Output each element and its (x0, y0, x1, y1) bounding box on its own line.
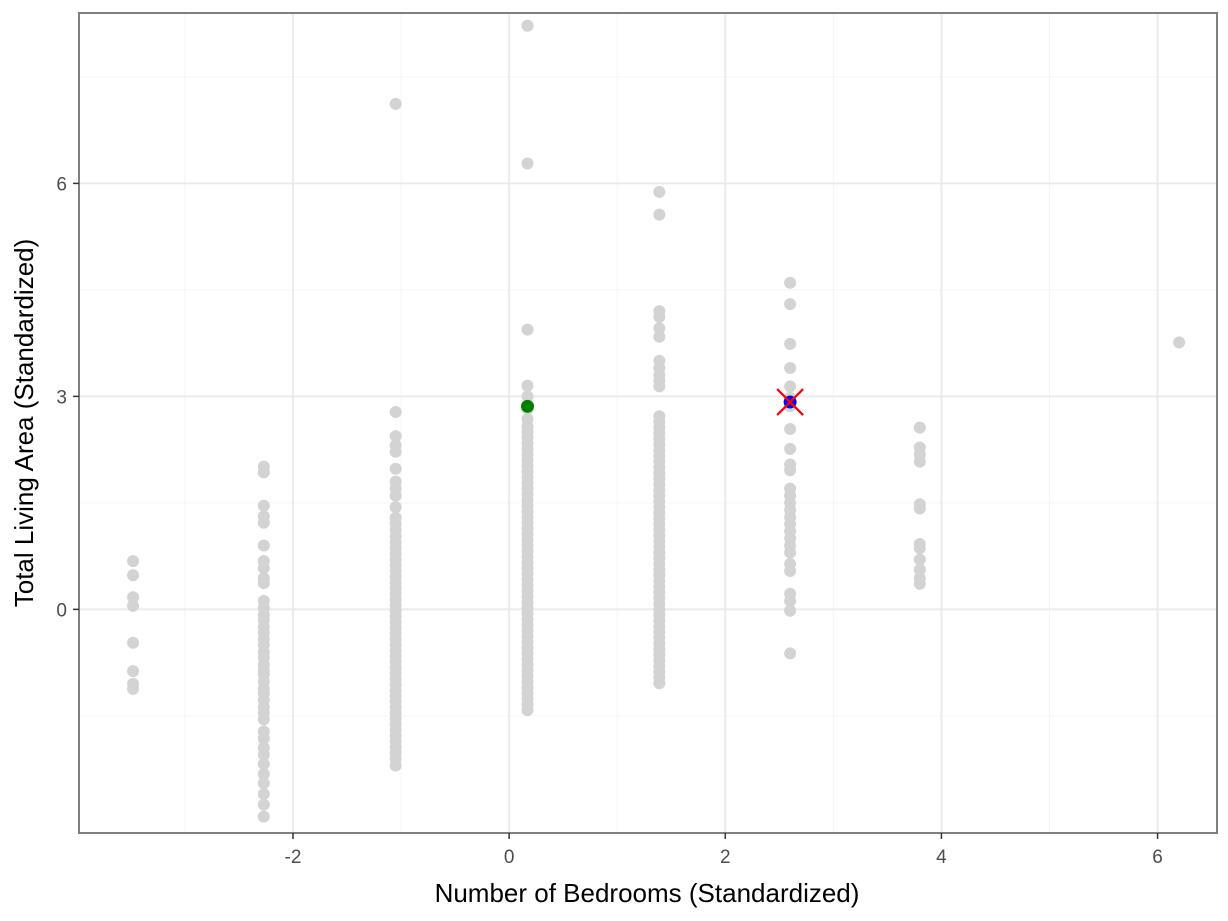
data-point (521, 390, 534, 403)
data-point (784, 546, 797, 559)
data-point (653, 677, 666, 690)
data-point (257, 499, 270, 512)
data-point (784, 298, 797, 311)
x-tick-label: 2 (720, 847, 731, 868)
data-point (127, 599, 140, 612)
x-axis-title: Number of Bedrooms (Standardized) (435, 878, 860, 908)
data-point (784, 604, 797, 617)
data-point (784, 442, 797, 455)
data-point (257, 466, 270, 479)
y-tick-label: 3 (56, 387, 67, 408)
cross-marker (776, 388, 804, 416)
data-point (521, 19, 534, 32)
major-gridlines (79, 13, 1217, 833)
data-point (784, 337, 797, 350)
x-tick-label: -2 (285, 847, 302, 868)
data-point (257, 798, 270, 811)
data-point (127, 591, 140, 604)
data-point (257, 768, 270, 781)
data-point (913, 455, 926, 468)
data-point (784, 380, 797, 393)
data-point (127, 636, 140, 649)
data-point (257, 562, 270, 575)
y-tick-label: 0 (56, 600, 67, 621)
panel-border (78, 12, 1218, 834)
data-point (784, 423, 797, 436)
data-point (653, 208, 666, 221)
data-point (784, 594, 797, 607)
data-points (127, 19, 1186, 823)
data-point (784, 276, 797, 289)
green-highlight-point (520, 399, 534, 413)
data-point (257, 810, 270, 823)
data-point (257, 758, 270, 771)
x-axis-ticks: -2 0 2 4 6 (285, 833, 1163, 868)
data-point (784, 565, 797, 578)
cross-marker-stroke (776, 388, 804, 416)
data-point (257, 787, 270, 800)
data-point (521, 323, 534, 336)
highlighted-points (520, 388, 804, 416)
data-point (913, 421, 926, 434)
data-point (521, 379, 534, 392)
data-point (913, 577, 926, 590)
data-point (784, 464, 797, 477)
data-point (257, 777, 270, 790)
data-point (913, 553, 926, 566)
y-axis-title: Total Living Area (Standardized) (9, 239, 39, 608)
data-point (521, 157, 534, 170)
data-point (389, 405, 402, 418)
data-point (653, 185, 666, 198)
data-point (257, 732, 270, 745)
x-tick-label: 0 (504, 847, 515, 868)
data-point (257, 539, 270, 552)
data-point (127, 682, 140, 695)
x-tick-label: 6 (1152, 847, 1163, 868)
x-tick-label: 4 (936, 847, 947, 868)
data-point (389, 97, 402, 110)
data-point (784, 361, 797, 374)
data-point (521, 704, 534, 717)
data-point (389, 445, 402, 458)
data-point (389, 430, 402, 443)
y-tick-label: 6 (56, 174, 67, 195)
data-point (653, 380, 666, 393)
data-point (389, 501, 402, 514)
data-point (913, 542, 926, 555)
data-point (257, 516, 270, 529)
data-point (127, 665, 140, 678)
y-axis-ticks: 0 3 6 (56, 174, 79, 621)
data-point (784, 647, 797, 660)
data-point (389, 759, 402, 772)
data-point (127, 569, 140, 582)
data-point (257, 713, 270, 726)
data-point (653, 322, 666, 335)
data-point (653, 310, 666, 323)
data-point (389, 489, 402, 502)
data-point (653, 330, 666, 343)
data-point (1173, 336, 1186, 349)
data-point (913, 563, 926, 576)
data-point (389, 462, 402, 475)
data-point (257, 748, 270, 761)
data-point (913, 502, 926, 515)
data-point (257, 577, 270, 590)
data-point (127, 555, 140, 568)
